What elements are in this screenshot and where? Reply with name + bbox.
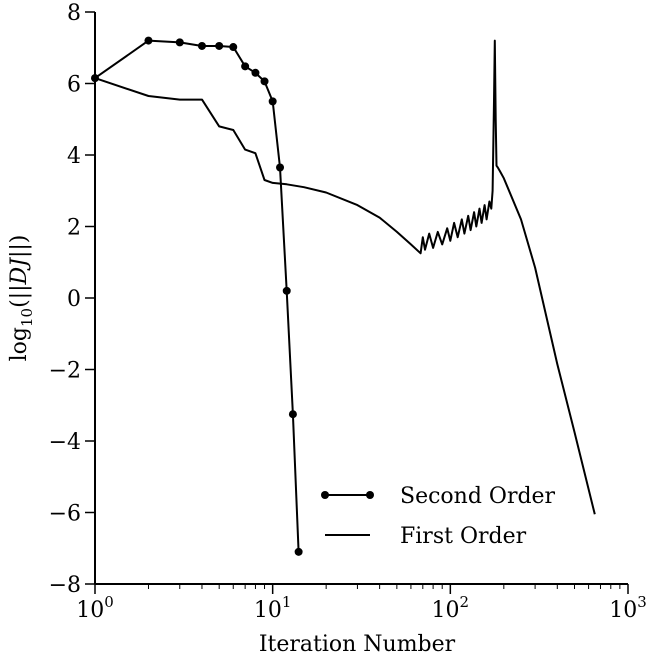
x-tick-label: 100 [76,593,114,623]
series-point [288,410,297,419]
y-tick-label: −2 [49,359,81,384]
series-line-2 [94,39,596,515]
series-point [294,547,303,556]
series-point [144,36,153,45]
y-axis-label-subscript: 10 [18,308,36,327]
y-tick-label: 6 [67,73,81,98]
y-tick-label: 4 [67,144,81,169]
series-point [241,62,250,71]
y-tick-label: −8 [49,573,81,598]
series-line-1 [94,39,300,552]
y-tick-label: 2 [67,216,81,241]
y-tick-label: 8 [67,1,81,26]
y-tick-label: 0 [67,287,81,312]
series-point [215,41,224,50]
y-axis-label: log10(||DJ||) [7,235,36,362]
legend-marker [321,491,329,499]
x-tick-label: 103 [609,593,647,623]
series-point [282,286,291,295]
series-layer [91,36,596,556]
series-point [260,77,269,86]
legend-label: First Order [400,524,527,549]
x-axis-label: Iteration Number [259,632,456,656]
series-point [229,43,238,52]
x-tick-label: 101 [254,593,292,623]
series-point [197,41,206,50]
legend: Second Order First Order [321,484,556,549]
series-point [251,68,260,77]
legend-marker [366,491,374,499]
x-tick-label: 102 [432,593,470,623]
legend-label: Second Order [400,484,556,509]
y-tick-label: −4 [49,430,81,455]
series-point [276,163,285,172]
series-point [175,38,184,47]
y-tick-label: −6 [49,502,81,527]
series-point [268,97,277,106]
